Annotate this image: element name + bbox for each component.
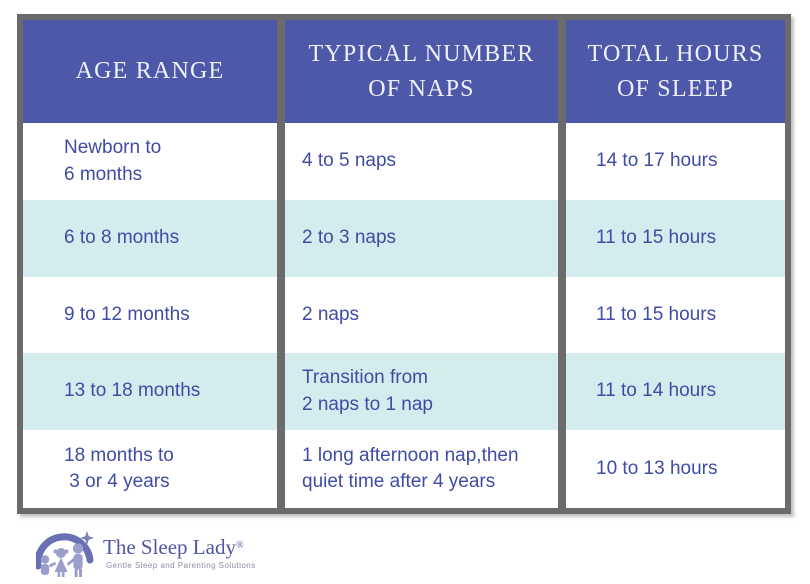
cell-line: 6 to 8 months — [64, 227, 180, 249]
cell-line: Transition from — [302, 367, 428, 389]
table-cell-age: 9 to 12 months — [23, 277, 277, 353]
cell-line: 2 to 3 naps — [302, 227, 397, 249]
table-cell-naps: 1 long afternoon nap,then quiet time aft… — [285, 430, 558, 508]
cell-line: 2 naps — [302, 303, 360, 325]
table-cell-hours: 11 to 15 hours — [566, 200, 785, 277]
cell-line: 10 to 13 hours — [596, 457, 718, 479]
column-header-typical-naps: TYPICAL NUMBER OF NAPS — [285, 20, 558, 123]
sleep-lady-logo: The Sleep Lady® Gentle Sleep and Parenti… — [36, 528, 256, 578]
table-cell-age: 13 to 18 months — [23, 353, 277, 430]
logo-text-block: The Sleep Lady® Gentle Sleep and Parenti… — [103, 534, 256, 571]
cell-line: 4 to 5 naps — [302, 150, 397, 172]
cell-line: 11 to 14 hours — [596, 380, 717, 402]
cell-line: Newborn to — [64, 137, 162, 159]
header-line: AGE RANGE — [75, 58, 225, 85]
cell-line: 9 to 12 months — [64, 303, 190, 325]
table-cell-naps: 2 to 3 naps — [285, 200, 558, 277]
cell-line: 11 to 15 hours — [596, 227, 717, 249]
column-header-age-range: AGE RANGE — [23, 20, 277, 123]
table-cell-hours: 11 to 14 hours — [566, 353, 785, 430]
sleep-lady-children-moon-icon — [36, 531, 94, 577]
header-line: TYPICAL NUMBER — [308, 40, 535, 67]
table-cell-naps: 4 to 5 naps — [285, 123, 558, 200]
table-cell-naps: Transition from 2 naps to 1 nap — [285, 353, 558, 430]
header-line: OF NAPS — [368, 75, 475, 102]
table-cell-age: Newborn to 6 months — [23, 123, 277, 200]
cell-line: 1 long afternoon nap,then — [302, 444, 519, 466]
cell-line: 11 to 15 hours — [596, 303, 717, 325]
cell-line: quiet time after 4 years — [302, 471, 496, 492]
sleep-schedule-table: AGE RANGE TYPICAL NUMBER OF NAPS TOTAL H… — [17, 14, 791, 514]
cell-line: 14 to 17 hours — [596, 150, 718, 172]
column-header-total-hours: TOTAL HOURS OF SLEEP — [566, 20, 785, 123]
cell-line: 13 to 18 months — [64, 380, 201, 402]
table-cell-hours: 10 to 13 hours — [566, 430, 785, 508]
brand-tagline: Gentle Sleep and Parenting Solutions — [106, 561, 256, 571]
table-cell-naps: 2 naps — [285, 277, 558, 353]
brand-name: The Sleep Lady® — [103, 534, 256, 559]
table-cell-hours: 11 to 15 hours — [566, 277, 785, 353]
cell-line: 6 months — [64, 163, 143, 185]
cell-line: 3 or 4 years — [64, 471, 170, 492]
cell-line: 2 naps to 1 nap — [302, 393, 433, 415]
header-line: OF SLEEP — [617, 75, 734, 102]
table-cell-age: 18 months to 3 or 4 years — [23, 430, 277, 508]
registered-trademark-symbol: ® — [235, 539, 244, 551]
table-cell-age: 6 to 8 months — [23, 200, 277, 277]
cell-line: 18 months to — [64, 444, 174, 466]
brand-name-text: The Sleep Lady — [103, 534, 236, 559]
table-cell-hours: 14 to 17 hours — [566, 123, 785, 200]
header-line: TOTAL HOURS — [587, 40, 764, 67]
